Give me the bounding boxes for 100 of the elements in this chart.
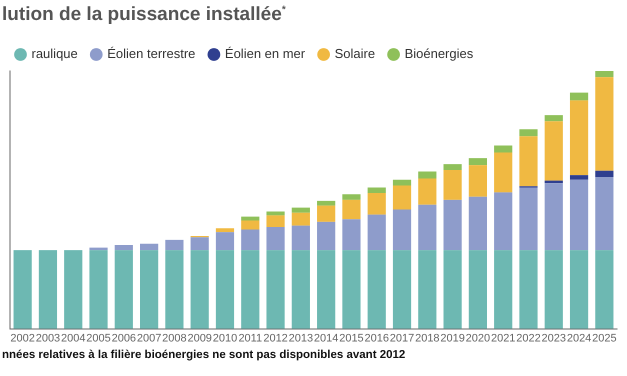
chart-title: lution de la puissance installée$^{*}$ [2, 4, 286, 26]
bar [266, 212, 285, 216]
x-tick-label: 2013 [288, 332, 314, 344]
bar [418, 204, 436, 250]
x-tick-label: 2015 [339, 332, 364, 344]
bar [544, 183, 563, 250]
x-tick-label: 2018 [415, 332, 440, 344]
bar [165, 250, 184, 329]
bar [544, 250, 563, 329]
bar [494, 192, 512, 250]
bar [342, 250, 361, 329]
bar [317, 206, 336, 222]
bar [570, 92, 588, 100]
bar [342, 194, 361, 200]
bar [444, 250, 462, 329]
bar [317, 200, 336, 206]
bar [241, 220, 260, 230]
bar [570, 100, 588, 176]
bar [368, 214, 386, 250]
bar [544, 115, 563, 122]
bar [444, 170, 462, 200]
legend-label: raulique [32, 46, 78, 62]
bar [519, 136, 538, 186]
bar [14, 250, 32, 329]
bar [241, 250, 260, 329]
x-tick-label: 2021 [490, 332, 516, 344]
bar [494, 250, 512, 329]
bar [595, 250, 614, 329]
bar [392, 250, 412, 329]
bar [140, 250, 158, 329]
bar [342, 219, 361, 250]
bar [317, 250, 336, 329]
x-tick-label: 2024 [566, 332, 592, 344]
bar [114, 245, 133, 250]
bar [519, 250, 538, 329]
bar [468, 158, 487, 166]
bar [266, 215, 285, 227]
x-tick-label: 2012 [263, 332, 288, 344]
x-tick-label: 2014 [314, 332, 338, 344]
bar [38, 250, 58, 329]
bar [418, 178, 436, 205]
bar [317, 222, 336, 250]
x-tick-label: 2020 [466, 332, 490, 344]
bar [89, 248, 108, 250]
x-tick-label: 2002 [10, 332, 35, 344]
bar [418, 250, 436, 329]
bar [494, 152, 512, 192]
bar [468, 250, 487, 329]
x-tick-label: 2008 [162, 332, 187, 344]
bar [64, 250, 82, 329]
bar [418, 172, 436, 179]
bar [292, 208, 310, 213]
x-tick-label: 2019 [440, 332, 465, 344]
legend-label: Éolien en mer [224, 46, 306, 62]
bar [444, 164, 462, 170]
text: nnées relatives à la filière bioénergies ne sont pas disponibles avant 2012 [2, 349, 406, 361]
bar [292, 226, 310, 250]
bar [392, 185, 412, 210]
bar [292, 250, 310, 329]
x-tick-label: 2017 [390, 332, 414, 344]
bar [519, 188, 538, 250]
x-tick-label: 2006 [112, 332, 136, 344]
x-tick-label: 2023 [542, 332, 566, 344]
x-tick-label: 2009 [187, 332, 212, 344]
bar [544, 121, 563, 181]
bar [140, 244, 158, 250]
bar [165, 240, 184, 250]
bar [570, 180, 588, 250]
bar [444, 200, 462, 250]
x-tick-label: 2007 [136, 332, 162, 344]
bar [468, 196, 487, 250]
bar [342, 200, 361, 220]
bar [595, 176, 614, 250]
legend-label: Solaire [334, 46, 376, 62]
x-tick-label: 2005 [86, 332, 111, 344]
x-tick-label: 2022 [516, 332, 541, 344]
bar [595, 71, 614, 78]
x-tick-label: 2010 [212, 332, 238, 344]
bar [216, 250, 234, 329]
x-tick-label: 2016 [364, 332, 389, 344]
bar [114, 250, 133, 329]
bar [89, 250, 108, 329]
bar [266, 250, 285, 329]
bar [190, 237, 209, 250]
bar [544, 180, 563, 184]
bar [292, 212, 310, 226]
bar [494, 146, 512, 152]
bar [595, 77, 614, 171]
bar [519, 129, 538, 136]
x-tick-label: 2025 [592, 332, 617, 344]
legend-label: Bioénergies [404, 46, 474, 62]
x-tick-label: 2004 [60, 332, 86, 344]
bar [368, 250, 386, 329]
bar [468, 165, 487, 197]
bar [368, 188, 386, 193]
bar [392, 209, 412, 250]
x-tick-label: 2003 [36, 332, 60, 344]
bar [241, 216, 260, 221]
legend-label: Éolien terrestre [107, 46, 196, 62]
bar [241, 230, 260, 250]
